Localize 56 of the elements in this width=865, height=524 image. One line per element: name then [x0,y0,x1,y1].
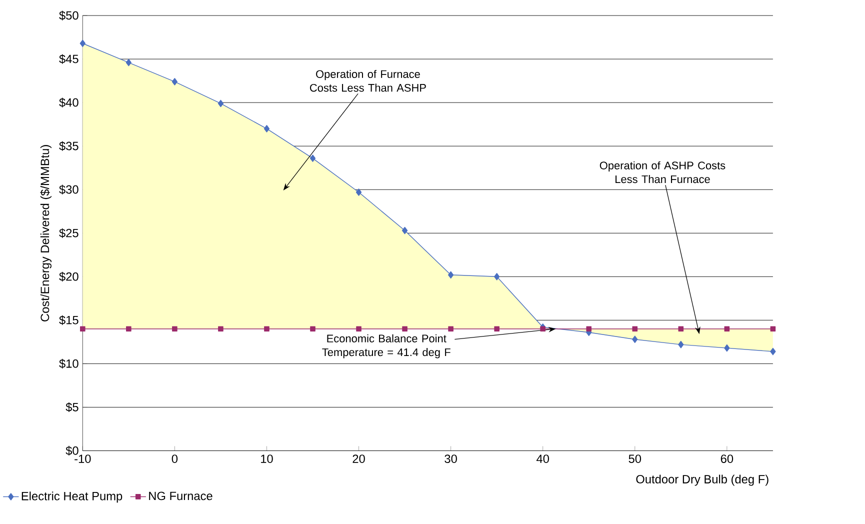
annotation: Economic Balance Point Temperature = 41.4 deg F [322,334,450,358]
y-axis-title: Cost/Energy Delivered ($/MMBtu) [40,145,52,322]
y-tick-label: $10 [59,358,78,369]
x-tick-label: 0 [172,454,178,464]
point [80,40,86,48]
point [264,326,270,332]
point [770,348,776,356]
y-tick-label: $30 [59,184,78,194]
y-tick-label: $15 [59,315,78,326]
point [586,326,592,332]
point [402,226,408,234]
point [770,326,776,332]
point [172,326,178,332]
legend-label: Electric Heat Pump [22,492,122,503]
point [356,188,362,196]
x-tick-label: 20 [352,454,365,464]
point [80,326,86,332]
annotation: Operation of ASHP Costs Less Than Furnace [600,161,726,184]
y-tick-label: $45 [59,54,78,64]
x-tick-label: 50 [628,454,642,464]
y-tick-label: $40 [59,98,78,108]
point [494,326,500,332]
y-tick-label: $25 [59,228,78,238]
point [632,336,638,344]
point [264,125,270,132]
point [310,326,316,332]
x-tick-label: -10 [74,454,91,464]
x-axis-title: Outdoor Dry Bulb (deg F) [636,474,768,486]
point [724,326,730,332]
point [494,273,500,280]
point [448,326,454,332]
point [448,271,454,279]
annotation: Operation of Furnace Costs Less Than ASHP [310,70,426,92]
point [724,344,730,352]
point [310,154,316,162]
point [218,100,224,108]
point [678,326,684,332]
point [126,58,132,66]
y-tick-label: $20 [59,272,78,282]
legend-label: NG Furnace [149,492,212,500]
y-tick-label: $5 [66,402,78,412]
point [218,326,224,332]
x-tick-label: 10 [261,454,273,464]
x-tick-label: 60 [720,454,734,464]
y-tick-label: $50 [59,10,78,20]
point [540,326,546,332]
x-tick-label: 40 [536,454,549,464]
x-tick-label: 30 [444,454,457,464]
point [678,340,684,348]
point [402,326,408,332]
point [356,326,362,332]
y-tick-label: $0 [66,446,78,456]
point [126,326,132,332]
point [632,326,638,332]
y-tick-label: $35 [59,141,78,151]
point [172,78,178,86]
